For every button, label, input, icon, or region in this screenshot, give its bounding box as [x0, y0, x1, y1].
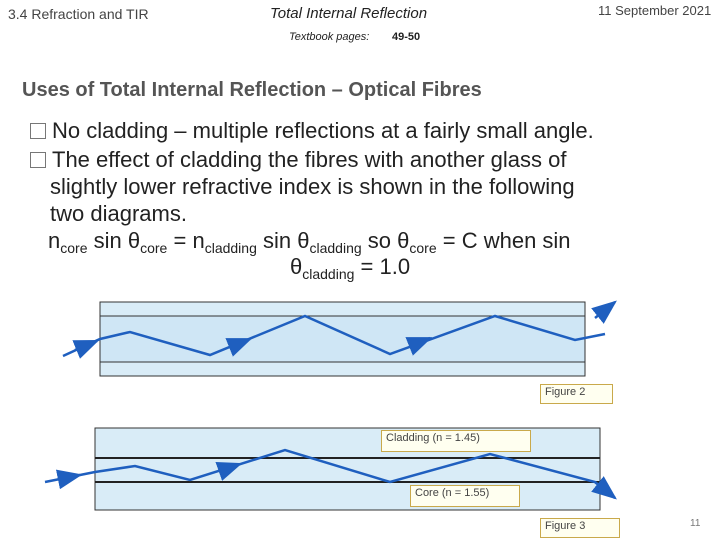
- page-heading: Uses of Total Internal Reflection – Opti…: [22, 79, 482, 101]
- equation-line-1: ncore sin θcore = ncladding sin θcladdin…: [48, 228, 571, 256]
- checkbox-bullet-icon: [30, 123, 46, 139]
- eq-sub-cladding: cladding: [309, 240, 362, 256]
- bullet-2: The effect of cladding the fibres with a…: [30, 147, 566, 173]
- date-label: 11 September 2021: [598, 3, 712, 18]
- ray-arrow-icon: [55, 469, 83, 490]
- eq-sin: sin: [262, 228, 292, 253]
- eq-sub-core: core: [60, 240, 88, 256]
- eq-c-when-sin: = C when sin: [442, 228, 571, 253]
- section-label: 3.4 Refraction and TIR: [8, 6, 149, 22]
- checkbox-bullet-icon: [30, 152, 46, 168]
- figure-3-label: Figure 3: [540, 518, 620, 538]
- eq-sin: sin: [93, 228, 122, 253]
- ray-arrow-icon: [225, 337, 253, 357]
- core-label: Core (n = 1.55): [410, 485, 520, 507]
- figure-2-diagram: [62, 300, 617, 377]
- eq-n: n: [48, 228, 61, 253]
- bullet-2-continuation-1: slightly lower refractive index is shown…: [50, 174, 575, 199]
- ray-arrow-icon: [405, 336, 433, 356]
- bullet-2-text: The effect of cladding the fibres with a…: [52, 147, 567, 172]
- ray-arrow-icon: [215, 461, 243, 481]
- eq-sub-cladding: cladding: [204, 240, 257, 256]
- textbook-pages: 49-50: [392, 31, 421, 43]
- eq-theta: θ: [127, 228, 141, 253]
- figure-2-label: Figure 2: [540, 384, 613, 404]
- eq-sub-core: core: [409, 240, 437, 256]
- eq-theta: θ: [297, 228, 310, 253]
- page-number: 11: [690, 518, 701, 529]
- ray-arrow-icon: [72, 339, 100, 359]
- light-ray: [62, 314, 606, 358]
- eq-so: so: [367, 228, 392, 253]
- equation-line-2: θcladding = 1.0: [290, 254, 410, 282]
- eq-theta: θ: [290, 254, 303, 279]
- ray-arrow-icon: [591, 476, 617, 500]
- bullet-2-continuation-2: two diagrams.: [50, 201, 187, 226]
- light-ray: [44, 448, 616, 499]
- figure-3-diagram: [44, 427, 617, 511]
- fibre-inner-rect: [99, 315, 586, 363]
- bullet-1-text: No cladding – multiple reflections at a …: [52, 118, 594, 143]
- eq-theta: θ: [397, 228, 410, 253]
- textbook-label: Textbook pages:: [289, 31, 370, 43]
- eq-n: n: [192, 228, 205, 253]
- eq-sub-cladding: cladding: [302, 266, 355, 282]
- eq-equals: =: [173, 228, 187, 253]
- bullet-1: No cladding – multiple reflections at a …: [30, 118, 594, 144]
- eq-one: = 1.0: [360, 254, 411, 279]
- eq-sub-core: core: [140, 240, 168, 256]
- cladding-label: Cladding (n = 1.45): [381, 430, 531, 452]
- ray-arrow-icon: [591, 300, 617, 324]
- slide-title: Total Internal Reflection: [270, 5, 428, 22]
